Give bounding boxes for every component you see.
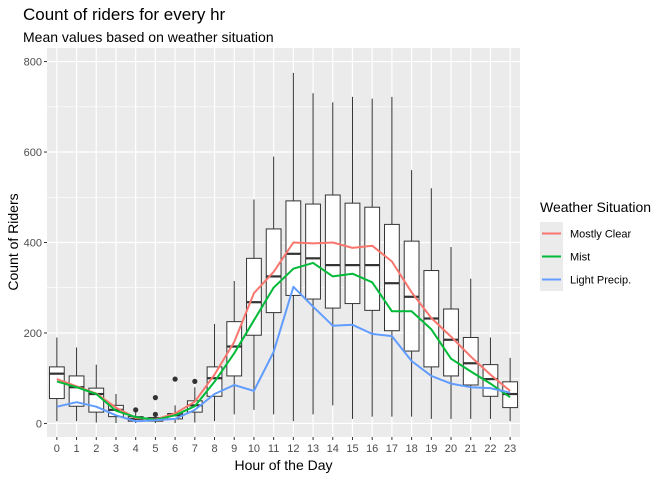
box [285,200,302,296]
y-axis-title: Count of Riders [5,193,21,290]
outlier-point [172,376,178,382]
outlier-point [152,395,158,401]
legend-item: Mist [540,245,590,268]
x-tick-label: 14 [327,443,339,455]
legend-item: Light Precip. [540,268,631,291]
box [246,257,262,336]
box-hour-13 [305,93,321,415]
x-tick-label: 8 [211,443,217,455]
box [364,206,381,311]
box [305,203,321,300]
box [384,223,400,332]
box-hour-20 [443,247,459,419]
x-tick-label: 22 [484,443,496,455]
legend-label: Mostly Clear [570,229,631,241]
x-tick-label: 4 [133,443,139,455]
box-hour-16 [364,98,381,417]
y-tick-label: 0 [36,418,42,430]
x-tick-label: 19 [425,443,437,455]
x-tick-label: 1 [74,443,80,455]
legend-item: Mostly Clear [540,222,631,245]
box-hour-18 [403,170,420,417]
x-tick-label: 18 [405,443,417,455]
x-tick-label: 5 [152,443,158,455]
series-line-mist [56,261,511,421]
box [443,308,459,377]
series-line-light-precip [56,285,511,423]
x-tick-label: 11 [268,443,279,455]
boxplots [48,72,519,423]
x-tick-label: 15 [346,443,358,455]
legend-label: Mist [570,252,590,264]
outlier-point [192,378,198,384]
outlier-point [133,407,139,413]
chart-title: Count of riders for every hr [23,5,226,24]
x-tick-label: 12 [287,443,299,455]
box-hour-14 [324,102,341,406]
box-hour-17 [384,96,400,417]
x-tick-label: 2 [93,443,99,455]
y-tick-label: 600 [24,147,42,159]
x-tick-label: 13 [307,443,319,455]
box [344,202,361,305]
legend-label: Light Precip. [570,275,631,287]
y-tick-label: 800 [24,57,42,69]
box [324,194,341,309]
x-tick-label: 21 [465,443,477,455]
y-tick-label: 200 [24,328,42,340]
x-axis-title: Hour of the Day [234,457,332,473]
x-tick-label: 3 [113,443,119,455]
legend: Weather Situation Mostly Clear Mist Light … [540,199,651,291]
chart-subtitle: Mean values based on weather situation [23,29,274,45]
legend-title: Weather Situation [540,199,651,215]
x-tick-label: 9 [231,443,237,455]
box [68,375,85,407]
x-tick-label: 6 [172,443,178,455]
x-tick-label: 23 [504,443,516,455]
y-tick-label: 400 [24,238,42,250]
x-tick-label: 17 [386,443,398,455]
box-hour-15 [344,96,361,419]
x-tick-label: 16 [366,443,378,455]
box-hour-0 [48,337,65,422]
x-tick-label: 20 [445,443,457,455]
x-tick-label: 7 [192,443,198,455]
mean-lines [56,241,511,423]
outlier-point [152,411,158,417]
x-tick-label: 10 [248,443,260,455]
x-tick-label: 0 [54,443,60,455]
